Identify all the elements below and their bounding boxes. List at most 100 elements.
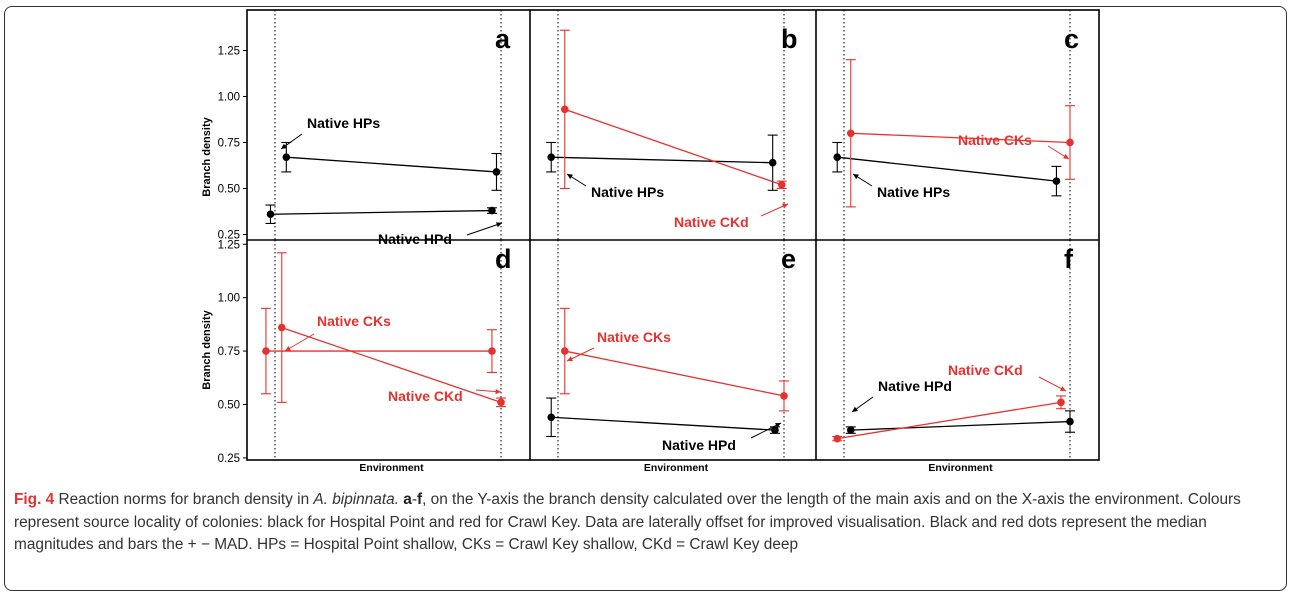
arrowhead (853, 174, 859, 180)
series-annotation: Native CKs (958, 132, 1032, 148)
panel-b: b Native HPs Native CKd (546, 10, 798, 240)
data-point (1066, 417, 1074, 426)
panel-d: 0.25 0.50 0.75 1.00 1.25 Branch density Enviro… (201, 239, 512, 474)
y-tick-label: 0.25 (218, 229, 240, 241)
panel-letter: e (781, 244, 796, 274)
series-line (281, 326, 502, 403)
annotation-arrow (284, 333, 315, 352)
y-tick-label: 0.25 (218, 453, 240, 465)
figure-frame (4, 6, 1287, 591)
arrowhead (782, 203, 788, 209)
y-tick-label: 0.75 (218, 137, 240, 149)
arrowhead (495, 388, 501, 395)
caption-species: A. bipinnata. (313, 491, 399, 508)
data-point (262, 347, 270, 355)
data-point (266, 210, 275, 219)
y-axis-label: Branch density (201, 116, 213, 196)
data-point (1057, 398, 1065, 407)
data-point (488, 206, 496, 215)
data-point (777, 181, 786, 189)
data-point (846, 129, 855, 138)
series-annotation: Native CKd (674, 214, 749, 230)
series-annotation: Native HPs (307, 115, 380, 131)
panel-letter: c (1064, 24, 1079, 54)
figure-caption: Fig. 4 Reaction norms for branch density… (14, 489, 1282, 557)
data-point (768, 158, 777, 167)
caption-panel-f: f (416, 491, 423, 508)
data-point (1066, 138, 1074, 147)
figure-label: Fig. 4 (14, 491, 55, 508)
panel-letter: f (1064, 244, 1074, 274)
x-axis-label: Environment (644, 462, 709, 474)
x-axis-label: Environment (928, 462, 993, 474)
series-line (270, 209, 492, 215)
arrowhead (567, 174, 573, 180)
y-tick-label: 1.00 (218, 91, 240, 103)
panel-a: 0.25 0.50 0.75 1.00 1.25 Branch density a Nativ… (201, 10, 511, 247)
annotation-arrow (750, 422, 782, 439)
series-line (850, 420, 1071, 431)
data-point (282, 153, 291, 161)
data-point (497, 398, 505, 407)
y-tick-label: 0.50 (218, 399, 240, 411)
series-annotation: Native HPs (591, 184, 664, 200)
data-point (560, 105, 569, 114)
data-point (547, 153, 556, 161)
panel-letter: b (781, 24, 798, 54)
y-tick-label: 0.50 (218, 183, 240, 195)
data-point (780, 392, 788, 400)
series-annotation: Native CKd (388, 388, 463, 404)
axes-frame (246, 9, 1100, 461)
series-line (551, 416, 775, 431)
series-line (286, 156, 497, 173)
caption-body: , on the Y-axis the branch density calcu… (14, 491, 1241, 553)
series-line (837, 401, 1062, 440)
data-point (833, 434, 842, 443)
series-annotation: Native HPd (662, 437, 736, 453)
series-annotation: Native CKs (317, 313, 391, 329)
data-point (560, 347, 569, 355)
arrowhead (496, 222, 502, 228)
y-axis-label: Branch density (201, 309, 213, 389)
x-axis-label: Environment (359, 462, 424, 474)
data-point (277, 323, 286, 332)
series-annotation: Native HPd (878, 378, 952, 394)
arrowhead (775, 423, 781, 428)
data-point (846, 426, 855, 434)
panel-letter: a (495, 24, 511, 54)
series-annotation: Native CKd (948, 362, 1023, 378)
panel-letter: d (495, 244, 512, 274)
data-point (833, 153, 842, 161)
data-point (547, 413, 556, 422)
y-tick-label: 1.25 (218, 239, 240, 251)
panel-e: Environment e Native CKs Native HPd (546, 240, 796, 474)
series-line (850, 132, 1071, 144)
arrowhead (281, 143, 287, 149)
arrowhead (567, 356, 573, 362)
arrowhead (1063, 153, 1069, 159)
series-annotation: Native HPd (378, 231, 452, 247)
arrowhead (285, 346, 291, 351)
annotation-arrow (466, 222, 503, 236)
data-point (771, 426, 779, 434)
series-line (564, 350, 785, 397)
series-line (551, 156, 773, 164)
arrowhead (1060, 386, 1066, 391)
y-tick-label: 1.25 (218, 45, 240, 57)
y-tick-label: 0.75 (218, 346, 240, 358)
data-point (488, 347, 496, 355)
series-line (564, 108, 782, 186)
caption-intro: Reaction norms for branch density in (54, 491, 314, 508)
caption-dash: - (411, 491, 417, 508)
y-tick-label: 1.00 (218, 293, 240, 305)
arrowhead (852, 406, 858, 412)
caption-panel-a: a (403, 491, 412, 508)
series-annotation: Native CKs (597, 329, 671, 345)
data-point (1052, 177, 1061, 185)
series-annotation: Native HPs (877, 184, 950, 200)
panel-c: c Native HPs Native CKs (832, 10, 1079, 240)
series-line (837, 156, 1057, 182)
data-point (492, 168, 501, 176)
